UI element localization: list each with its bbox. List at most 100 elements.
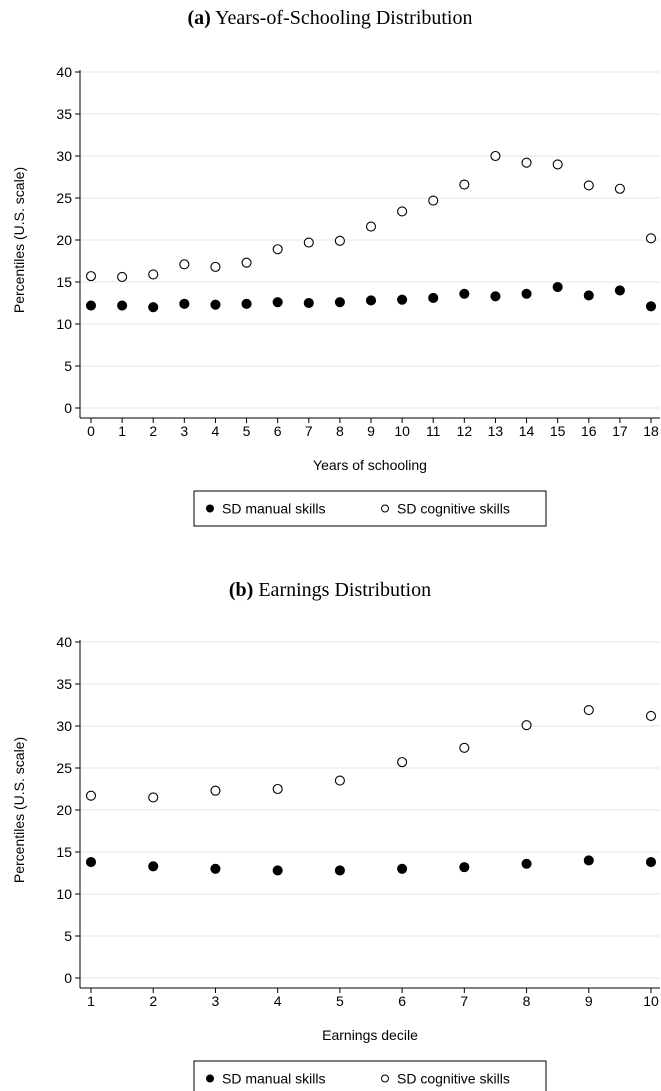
y-tick-label: 10 xyxy=(56,886,72,902)
point-sd-cognitive-skills xyxy=(459,742,470,753)
point-sd-manual-skills xyxy=(645,301,657,312)
panel-label: (a) xyxy=(188,7,211,29)
x-tick-label: 15 xyxy=(550,423,566,439)
point-sd-cognitive-skills xyxy=(179,259,190,270)
title-text: Earnings Distribution xyxy=(253,579,431,601)
chart-panel-b: (b) Earnings Distribution051015202530354… xyxy=(11,579,660,1091)
legend-label: SD cognitive skills xyxy=(397,501,510,517)
point-sd-cognitive-skills xyxy=(241,257,252,268)
point-sd-manual-skills xyxy=(303,297,314,309)
point-sd-manual-skills xyxy=(148,861,159,872)
point-sd-manual-skills xyxy=(148,302,159,313)
y-tick-label: 40 xyxy=(56,64,72,80)
y-axis-label: Percentiles (U.S. scale) xyxy=(11,167,27,313)
legend-marker-filled xyxy=(206,504,214,513)
point-sd-cognitive-skills xyxy=(334,775,345,786)
x-tick-label: 18 xyxy=(643,423,659,439)
point-sd-cognitive-skills xyxy=(272,783,283,795)
legend: SD manual skills SD cognitive skills xyxy=(193,490,547,527)
x-tick-label: 16 xyxy=(581,423,597,439)
point-sd-manual-skills xyxy=(210,863,221,874)
x-tick-label: 2 xyxy=(149,993,157,1009)
y-tick-label: 0 xyxy=(64,400,72,416)
point-sd-cognitive-skills xyxy=(85,790,97,801)
point-sd-manual-skills xyxy=(272,297,283,308)
point-sd-cognitive-skills xyxy=(210,261,221,272)
y-tick-label: 0 xyxy=(64,970,72,986)
point-sd-manual-skills xyxy=(210,299,221,310)
point-sd-manual-skills xyxy=(272,865,283,876)
legend-box xyxy=(193,490,547,527)
point-sd-manual-skills xyxy=(365,295,377,306)
point-sd-manual-skills xyxy=(490,291,501,302)
point-sd-manual-skills xyxy=(334,865,345,876)
x-axis-label: Years of schooling xyxy=(313,457,427,473)
point-sd-cognitive-skills xyxy=(272,244,283,255)
x-tick-label: 6 xyxy=(398,993,406,1009)
x-tick-label: 14 xyxy=(519,423,535,439)
point-sd-cognitive-skills xyxy=(645,710,657,721)
point-sd-cognitive-skills xyxy=(428,195,439,206)
point-sd-manual-skills xyxy=(521,288,532,299)
y-tick-label: 15 xyxy=(56,844,72,860)
point-sd-cognitive-skills xyxy=(210,785,221,796)
y-tick-label: 5 xyxy=(64,928,72,944)
x-tick-label: 0 xyxy=(87,423,95,439)
point-sd-cognitive-skills xyxy=(365,221,377,232)
y-tick-label: 20 xyxy=(56,802,72,818)
point-sd-cognitive-skills xyxy=(583,704,594,716)
point-sd-cognitive-skills xyxy=(459,179,470,190)
chart-title: (b) Earnings Distribution xyxy=(229,579,431,601)
x-tick-label: 7 xyxy=(460,993,468,1009)
x-tick-label: 6 xyxy=(274,423,282,439)
point-sd-manual-skills xyxy=(179,298,190,309)
chart-title: (a) Years-of-Schooling Distribution xyxy=(188,7,473,29)
x-tick-label: 5 xyxy=(243,423,251,439)
x-tick-label: 11 xyxy=(426,423,441,439)
point-sd-cognitive-skills xyxy=(148,269,159,280)
point-sd-cognitive-skills xyxy=(85,271,97,282)
legend-label: SD manual skills xyxy=(222,1071,325,1087)
x-tick-label: 4 xyxy=(274,993,282,1009)
x-tick-label: 5 xyxy=(336,993,344,1009)
legend-label: SD manual skills xyxy=(222,501,325,517)
point-sd-manual-skills xyxy=(397,294,408,305)
point-sd-cognitive-skills xyxy=(397,206,408,217)
point-sd-manual-skills xyxy=(85,300,97,311)
point-sd-manual-skills xyxy=(583,855,594,866)
point-sd-cognitive-skills xyxy=(521,720,532,731)
point-sd-cognitive-skills xyxy=(490,150,501,162)
y-tick-label: 15 xyxy=(56,274,72,290)
legend-marker-filled xyxy=(206,1074,214,1083)
legend-label: SD cognitive skills xyxy=(397,1071,510,1087)
y-tick-label: 25 xyxy=(56,190,72,206)
x-tick-label: 8 xyxy=(336,423,344,439)
point-sd-cognitive-skills xyxy=(334,235,345,246)
point-sd-manual-skills xyxy=(614,285,625,296)
x-tick-label: 1 xyxy=(87,993,95,1009)
point-sd-cognitive-skills xyxy=(397,757,408,768)
point-sd-cognitive-skills xyxy=(614,183,625,194)
y-axis-label: Percentiles (U.S. scale) xyxy=(11,737,27,883)
x-tick-label: 10 xyxy=(394,423,410,439)
y-tick-label: 35 xyxy=(56,676,72,692)
point-sd-manual-skills xyxy=(397,863,408,874)
x-tick-label: 7 xyxy=(305,423,313,439)
legend-box xyxy=(193,1060,547,1091)
point-sd-cognitive-skills xyxy=(521,157,532,168)
point-sd-manual-skills xyxy=(552,281,563,293)
panel-label: (b) xyxy=(229,579,253,601)
chart-panel-a: (a) Years-of-Schooling Distribution05101… xyxy=(11,7,660,527)
point-sd-manual-skills xyxy=(521,858,532,869)
y-tick-label: 40 xyxy=(56,634,72,650)
point-sd-manual-skills xyxy=(117,300,128,311)
x-tick-label: 9 xyxy=(585,993,593,1009)
y-tick-label: 10 xyxy=(56,316,72,332)
legend: SD manual skills SD cognitive skills xyxy=(193,1060,547,1091)
point-sd-manual-skills xyxy=(459,862,470,873)
x-tick-label: 1 xyxy=(118,423,126,439)
point-sd-manual-skills xyxy=(241,298,252,309)
point-sd-cognitive-skills xyxy=(117,271,128,283)
point-sd-manual-skills xyxy=(85,857,97,868)
